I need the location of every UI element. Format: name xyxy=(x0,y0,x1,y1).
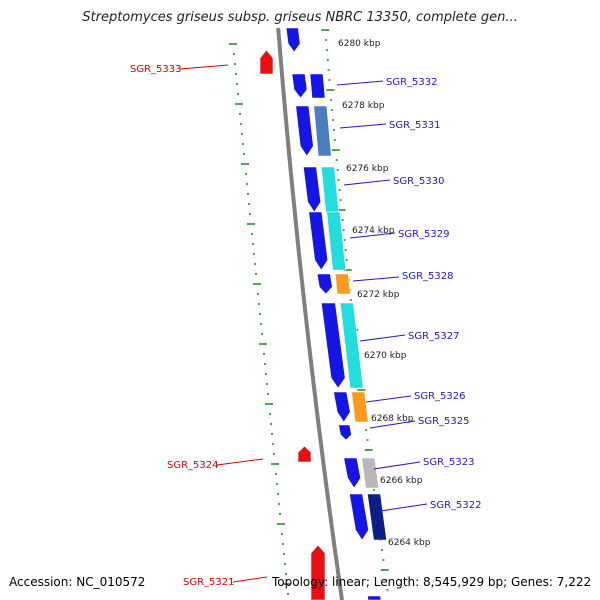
kbp-label: 6276 kbp xyxy=(346,164,389,174)
gene-arrow xyxy=(339,302,364,389)
label-leader-line xyxy=(369,420,416,429)
label-leader-line xyxy=(216,458,264,466)
gene-arrow xyxy=(349,493,369,541)
label-leader-line xyxy=(232,576,268,583)
kbp-label: 6272 kbp xyxy=(357,290,400,300)
gene-label[interactable]: SGR_5332 xyxy=(386,77,438,88)
gene-label[interactable]: SGR_5329 xyxy=(398,229,450,240)
gene-arrow xyxy=(285,27,301,53)
gene-arrow xyxy=(351,391,369,423)
label-leader-line xyxy=(343,179,391,186)
gene-label[interactable]: SGR_5321 xyxy=(183,577,235,588)
gene-arrow xyxy=(320,302,346,389)
gene-label[interactable]: SGR_5333 xyxy=(130,64,182,75)
gene-arrow xyxy=(321,166,340,213)
label-leader-line xyxy=(359,334,406,342)
kbp-label: 6264 kbp xyxy=(388,538,431,548)
gene-label[interactable]: SGR_5326 xyxy=(414,391,466,402)
gene-arrow xyxy=(308,211,329,271)
accession-text: Accession: NC_010572 xyxy=(9,575,146,589)
label-leader-line xyxy=(379,503,428,512)
gene-arrow xyxy=(291,73,308,99)
gene-arrow xyxy=(334,273,351,295)
kbp-label: 6278 kbp xyxy=(342,101,385,111)
gene-label[interactable]: SGR_5325 xyxy=(418,416,470,427)
gene-arrow xyxy=(367,493,387,541)
gene-arrow xyxy=(343,457,361,489)
gene-label[interactable]: SGR_5324 xyxy=(167,460,219,471)
label-leader-line xyxy=(373,461,421,470)
gene-label[interactable]: SGR_5331 xyxy=(389,120,441,131)
gene-label[interactable]: SGR_5327 xyxy=(408,331,460,342)
gene-label[interactable]: SGR_5323 xyxy=(423,457,475,468)
gene-arrow xyxy=(367,595,382,600)
label-leader-line xyxy=(179,64,229,70)
kbp-label: 6268 kbp xyxy=(371,414,414,424)
gene-label[interactable]: SGR_5328 xyxy=(402,271,454,282)
gene-arrow xyxy=(303,166,322,213)
gene-arrow xyxy=(297,445,312,463)
gene-arrow xyxy=(310,544,326,600)
backbone-line xyxy=(276,27,344,600)
label-leader-line xyxy=(339,123,387,129)
gene-arrow xyxy=(259,49,274,75)
gene-arrow xyxy=(316,273,333,295)
label-leader-line xyxy=(352,276,400,282)
label-leader-line xyxy=(349,232,396,239)
gene-arrow xyxy=(313,105,332,157)
kbp-label: 6280 kbp xyxy=(338,39,381,49)
gene-arrow xyxy=(361,457,379,489)
topology-text: Topology: linear; Length: 8,545,929 bp; … xyxy=(272,575,592,589)
gene-arrow xyxy=(309,73,326,99)
gene-arrow xyxy=(295,105,314,157)
gene-arrow xyxy=(326,211,347,271)
label-leader-line xyxy=(336,80,384,86)
kbp-label: 6266 kbp xyxy=(380,476,423,486)
gene-arrow xyxy=(333,391,351,423)
label-leader-line xyxy=(365,395,412,403)
gene-label[interactable]: SGR_5330 xyxy=(393,176,445,187)
kbp-label: 6270 kbp xyxy=(364,351,407,361)
gene-arrow xyxy=(338,424,352,441)
kbp-label: 6274 kbp xyxy=(352,226,395,236)
gene-label[interactable]: SGR_5322 xyxy=(430,500,482,511)
map-title: Streptomyces griseus subsp. griseus NBRC… xyxy=(82,10,518,25)
